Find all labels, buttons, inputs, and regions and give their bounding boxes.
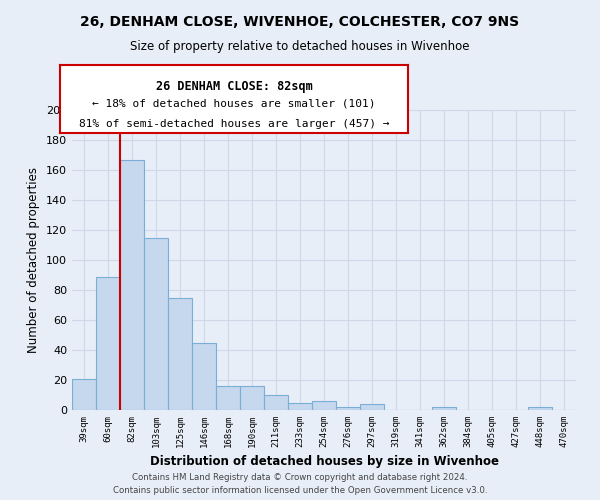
Text: 26, DENHAM CLOSE, WIVENHOE, COLCHESTER, CO7 9NS: 26, DENHAM CLOSE, WIVENHOE, COLCHESTER, … (80, 15, 520, 29)
Bar (288, 402, 312, 410)
Text: 81% of semi-detached houses are larger (457) →: 81% of semi-detached houses are larger (… (79, 119, 389, 129)
Bar (144, 238, 168, 410)
Bar (336, 407, 360, 410)
Bar (96, 276, 120, 410)
Bar (216, 386, 240, 410)
Bar (264, 395, 288, 410)
Bar (120, 160, 144, 410)
Text: Contains HM Land Registry data © Crown copyright and database right 2024.: Contains HM Land Registry data © Crown c… (132, 474, 468, 482)
Bar (432, 407, 456, 410)
X-axis label: Distribution of detached houses by size in Wivenhoe: Distribution of detached houses by size … (149, 456, 499, 468)
Text: 26 DENHAM CLOSE: 82sqm: 26 DENHAM CLOSE: 82sqm (155, 80, 313, 93)
Text: ← 18% of detached houses are smaller (101): ← 18% of detached houses are smaller (10… (92, 99, 376, 109)
Text: Contains public sector information licensed under the Open Government Licence v3: Contains public sector information licen… (113, 486, 487, 495)
Text: Size of property relative to detached houses in Wivenhoe: Size of property relative to detached ho… (130, 40, 470, 53)
Bar (168, 298, 192, 410)
Bar (312, 401, 336, 410)
Bar (360, 404, 384, 410)
Bar (528, 407, 552, 410)
Bar (192, 342, 216, 410)
Bar (72, 378, 96, 410)
Y-axis label: Number of detached properties: Number of detached properties (28, 167, 40, 353)
Bar (240, 386, 264, 410)
